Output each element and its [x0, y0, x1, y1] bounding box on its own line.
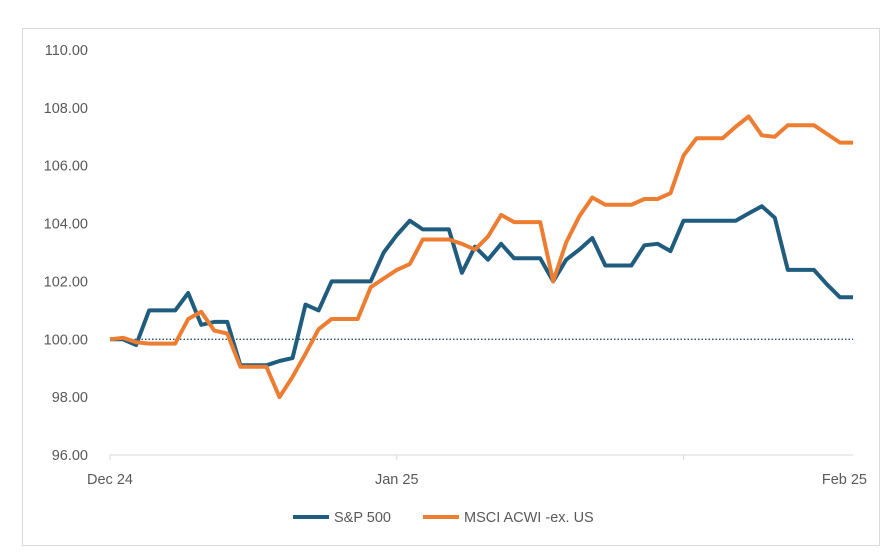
- chart-frame: [22, 28, 880, 546]
- x-tick-label: Feb 25: [822, 472, 867, 488]
- y-tick-label: 98.00: [52, 390, 88, 406]
- y-tick-label: 108.00: [44, 101, 88, 117]
- legend: S&P 500 MSCI ACWI -ex. US: [293, 510, 594, 526]
- y-tick-label: 96.00: [52, 448, 88, 464]
- y-tick-label: 100.00: [44, 332, 88, 348]
- y-tick-label: 110.00: [45, 43, 88, 59]
- series-group: [109, 114, 853, 400]
- series-line-1: [109, 114, 853, 400]
- legend-label-1: MSCI ACWI -ex. US: [464, 510, 594, 526]
- series-line-0: [110, 204, 853, 368]
- y-axis-ticks: 110.00 108.00 106.00 104.00 102.00 100.00 98.0…: [44, 43, 88, 464]
- y-tick-label: 102.00: [44, 274, 88, 290]
- x-tick-label: Dec 24: [87, 472, 133, 488]
- x-axis-ticks: Dec 24 Jan 25 Feb 25: [87, 455, 867, 488]
- y-tick-label: 106.00: [44, 159, 88, 175]
- y-tick-label: 104.00: [44, 217, 88, 233]
- x-tick-label: Jan 25: [375, 472, 419, 488]
- legend-label-0: S&P 500: [334, 510, 391, 526]
